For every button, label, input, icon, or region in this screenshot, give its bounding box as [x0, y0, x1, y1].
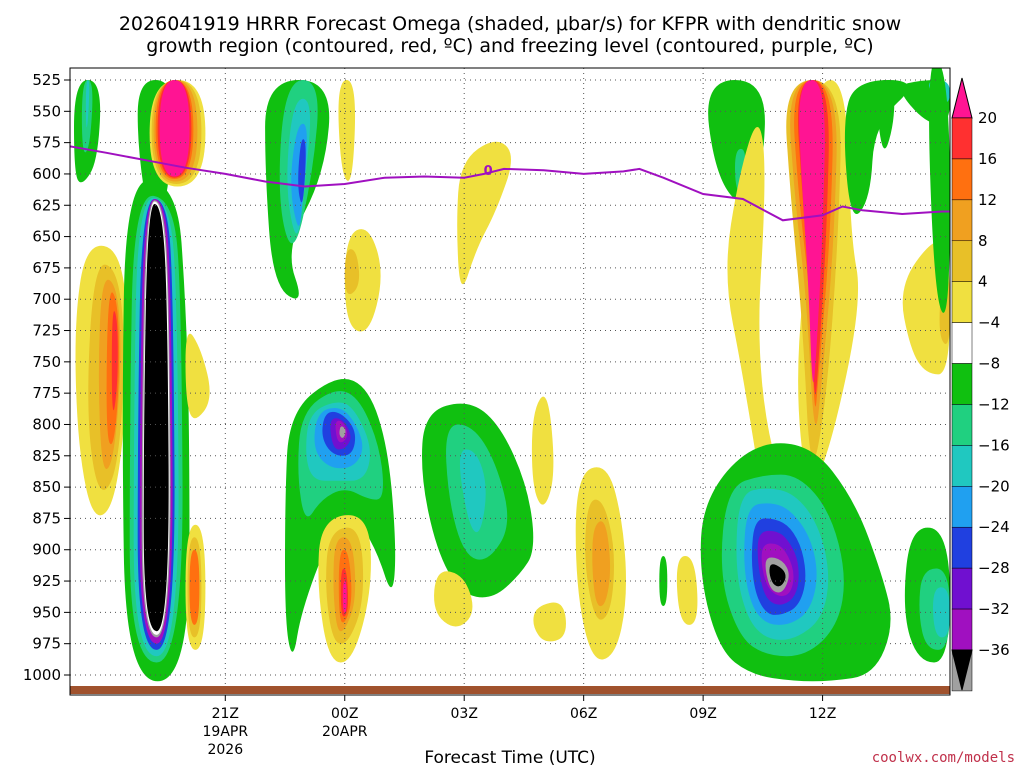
colorbar-swatch-4: [951, 240, 973, 282]
colorbar-label-1: 16: [978, 150, 997, 168]
omega-region-79: [769, 564, 786, 587]
colorbar-swatch-1: [951, 117, 973, 160]
colorbar-label-8: −16: [978, 436, 1010, 454]
y-tick-label-1000: 1000: [23, 666, 61, 684]
y-tick-label-675: 675: [32, 259, 61, 277]
y-tick-label-575: 575: [32, 134, 61, 152]
x-tick-label-21Z: 21Z: [212, 706, 239, 722]
x-axis-label: Forecast Time (UTC): [424, 748, 595, 768]
omega-region-11: [344, 249, 360, 295]
omega-region-28: [929, 68, 950, 313]
y-tick-label-950: 950: [32, 603, 61, 621]
y-tick-label-850: 850: [32, 478, 61, 496]
y-tick-label-625: 625: [32, 196, 61, 214]
omega-region-2: [85, 80, 90, 128]
x-tick-label-09Z: 09Z: [689, 706, 716, 722]
x-tick-label-00Z: 00Z: [331, 706, 358, 722]
y-tick-label-525: 525: [32, 71, 61, 89]
colorbar-label-2: 12: [978, 191, 997, 209]
omega-region-12: [457, 141, 511, 285]
x-tick-date-21Z: 19APR: [203, 724, 249, 740]
colorbar-label-0: 20: [978, 109, 997, 127]
omega-region-53: [339, 426, 346, 438]
y-tick-label-825: 825: [32, 447, 61, 465]
colorbar-label-9: −20: [978, 477, 1010, 495]
omega-region-69: [659, 556, 668, 607]
omega-region-9: [338, 80, 356, 181]
colorbar-swatch-6: [951, 322, 973, 364]
y-axis-pressure: 525 550 575 600 625 650 675 700 725 750 775 800 825 8…: [23, 71, 70, 684]
y-tick-label-900: 900: [32, 541, 61, 559]
omega-region-21: [799, 80, 825, 383]
colorbar-swatch-8: [951, 404, 973, 446]
colorbar-label-12: −32: [978, 600, 1010, 618]
omega-region-22: [844, 80, 909, 215]
colorbar-swatch-12: [951, 567, 973, 610]
x-tick-date-00Z: 20APR: [322, 724, 368, 740]
colorbar: 20 16 12 8 4 −4 −8 −12 −16 −20 −24 −28 −32 −36: [951, 77, 1010, 692]
x-tick-label-03Z: 03Z: [451, 706, 478, 722]
omega-region-66: [592, 521, 611, 607]
omega-region-45: [189, 549, 200, 625]
omega-region-70: [676, 556, 698, 625]
colorbar-swatch-9: [951, 445, 973, 487]
y-tick-label-550: 550: [32, 102, 61, 120]
colorbar-label-5: −4: [978, 314, 1000, 332]
omega-region-67: [434, 571, 473, 627]
omega-column-5: [159, 80, 190, 177]
omega-region-68: [533, 602, 566, 642]
colorbar-swatch-10: [951, 486, 973, 528]
colorbar-swatch-13: [951, 608, 973, 651]
x-axis-time: 21Z 19APR 2026 00Z 20APR 03Z 06Z 09Z 12Z: [203, 695, 836, 758]
y-tick-label-750: 750: [32, 353, 61, 371]
omega-region-62: [459, 449, 486, 533]
y-tick-label-700: 700: [32, 290, 61, 308]
y-tick-label-875: 875: [32, 509, 61, 527]
colorbar-label-13: −36: [978, 641, 1010, 659]
colorbar-label-3: 8: [978, 232, 988, 250]
colorbar-swatch-11: [951, 526, 973, 569]
omega-region-59: [342, 581, 347, 613]
colorbar-swatch-2: [951, 158, 973, 201]
freezing-level-contour: 0: [70, 145, 950, 222]
omega-region-15: [727, 126, 784, 525]
plot-frame: [69, 67, 951, 696]
colorbar-label-6: −8: [978, 355, 1000, 373]
y-tick-label-725: 725: [32, 322, 61, 340]
watermark: coolwx.com/models: [872, 750, 1015, 766]
freezing-level-label: 0: [484, 164, 493, 179]
x-tick-year-21Z: 2026: [207, 742, 243, 758]
ground-terrain-bar: [70, 686, 950, 694]
y-tick-label-975: 975: [32, 635, 61, 653]
y-tick-label-925: 925: [32, 572, 61, 590]
colorbar-swatch-3: [951, 199, 973, 242]
omega-region-41: [143, 204, 169, 632]
y-tick-label-775: 775: [32, 384, 61, 402]
y-tick-label-600: 600: [32, 165, 61, 183]
colorbar-label-11: −28: [978, 559, 1010, 577]
grid-lines: [70, 68, 950, 695]
x-tick-label-12Z: 12Z: [809, 706, 836, 722]
omega-region-33: [111, 311, 118, 411]
colorbar-swatch-7: [951, 363, 973, 405]
omega-region-42: [185, 333, 210, 419]
colorbar-swatch-0: [951, 77, 973, 119]
chart-title-line2: growth region (contoured, red, ºC) and f…: [146, 35, 873, 57]
y-tick-label-650: 650: [32, 228, 61, 246]
chart-title-line1: 2026041919 HRRR Forecast Omega (shaded, …: [119, 13, 901, 35]
colorbar-swatch-15: [951, 649, 973, 691]
colorbar-label-10: −24: [978, 518, 1010, 536]
colorbar-label-7: −12: [978, 395, 1010, 413]
colorbar-swatch-5: [951, 281, 973, 323]
omega-region-82: [932, 587, 950, 638]
omega-region-63: [531, 396, 554, 505]
x-tick-label-06Z: 06Z: [570, 706, 597, 722]
freezing-level-line: [70, 145, 950, 222]
y-tick-label-800: 800: [32, 415, 61, 433]
omega-region-25: [877, 80, 895, 149]
colorbar-label-4: 4: [978, 273, 988, 291]
omega-shading: [74, 68, 950, 682]
